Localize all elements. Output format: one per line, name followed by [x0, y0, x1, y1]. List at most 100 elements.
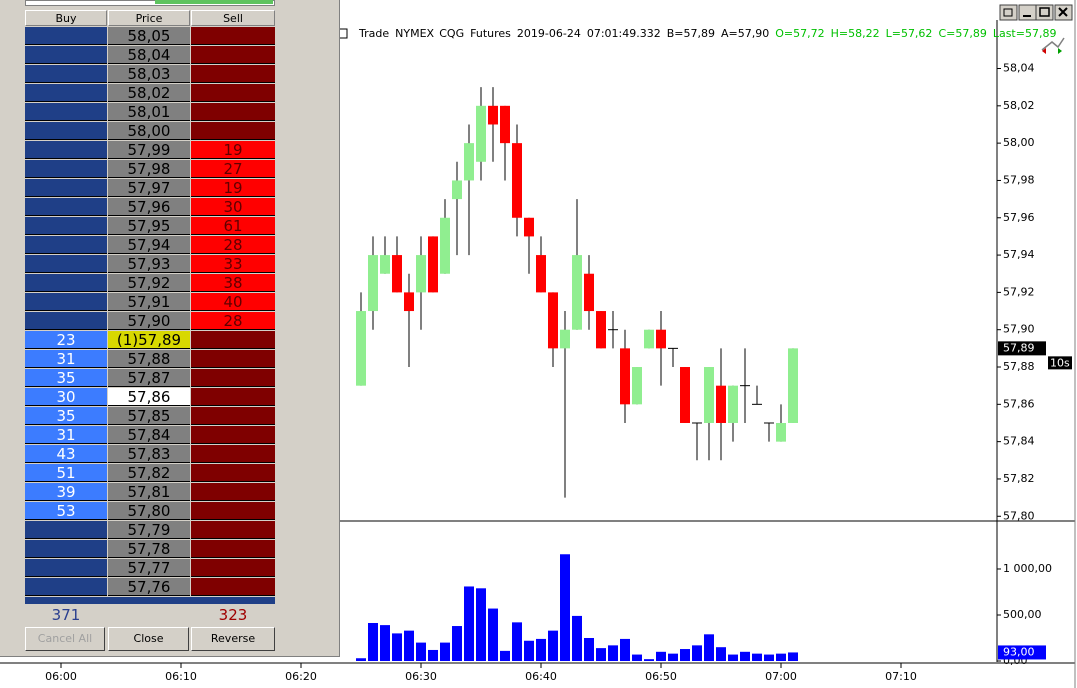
volume-bar [368, 622, 378, 661]
sell-cell[interactable] [191, 407, 275, 425]
sell-cell[interactable] [191, 27, 275, 45]
candle-body [404, 292, 414, 312]
buy-cell[interactable] [25, 27, 107, 45]
volume-bar [740, 651, 750, 661]
buy-cell[interactable] [25, 65, 107, 83]
window-controls [999, 4, 1073, 21]
sell-cell[interactable] [191, 540, 275, 558]
sell-cell[interactable] [191, 65, 275, 83]
column-header: Price [108, 10, 190, 26]
buy-cell[interactable] [25, 103, 107, 121]
sell-cell[interactable] [191, 426, 275, 444]
sell-cell[interactable] [191, 502, 275, 520]
price-cell: 57,80 [108, 502, 190, 520]
action-button[interactable]: Reverse [191, 627, 275, 651]
sell-cell[interactable] [191, 559, 275, 577]
buy-cell[interactable] [25, 198, 107, 216]
sell-cell[interactable] [191, 84, 275, 102]
candle-body [428, 236, 438, 293]
volume-bar [692, 645, 702, 661]
volume-marker-box [998, 645, 1046, 660]
buy-cell[interactable]: 39 [25, 483, 107, 501]
dom-panel: Buy Price Sell 58,05 58,04 58,03 58,02 58,01 58,… [0, 0, 340, 657]
buy-cell[interactable]: 51 [25, 464, 107, 482]
buy-cell[interactable] [25, 578, 107, 596]
price-cell: 57,95 [108, 217, 190, 235]
sell-cell[interactable] [191, 578, 275, 596]
y-tick-label: 58,02 [1003, 99, 1035, 112]
price-cell: 57,91 [108, 293, 190, 311]
buy-cell[interactable]: 43 [25, 445, 107, 463]
sell-cell[interactable]: 19 [191, 179, 275, 197]
buy-cell[interactable] [25, 236, 107, 254]
buy-cell[interactable] [25, 217, 107, 235]
sell-cell[interactable] [191, 350, 275, 368]
sell-cell[interactable] [191, 331, 275, 349]
buy-cell[interactable] [25, 84, 107, 102]
buy-cell[interactable] [25, 540, 107, 558]
last-marker-label: 57,89 [1003, 341, 1035, 354]
buy-cell[interactable]: 53 [25, 502, 107, 520]
action-button[interactable]: Close [108, 627, 189, 651]
volume-bar [560, 554, 570, 661]
sell-cell[interactable]: 33 [191, 255, 275, 273]
buy-cell[interactable]: 30 [25, 388, 107, 406]
candle-body [500, 105, 510, 144]
sell-cell[interactable] [191, 388, 275, 406]
buy-cell[interactable]: 35 [25, 407, 107, 425]
sell-cell[interactable] [191, 103, 275, 121]
sell-cell[interactable] [191, 483, 275, 501]
price-cell: 57,76 [108, 578, 190, 596]
icon-line [1041, 37, 1065, 51]
header-item: Trade [358, 27, 389, 40]
price-cell: 57,92 [108, 274, 190, 292]
volume-bar [620, 638, 630, 661]
sell-cell[interactable]: 27 [191, 160, 275, 178]
sell-cell[interactable]: 38 [191, 274, 275, 292]
sell-cell[interactable] [191, 122, 275, 140]
sell-cell[interactable] [191, 369, 275, 387]
sell-cell[interactable] [191, 445, 275, 463]
x-tick-label: 06:20 [285, 670, 317, 683]
sell-cell[interactable]: 19 [191, 141, 275, 159]
action-button[interactable]: Cancel All [25, 627, 105, 651]
buy-cell[interactable] [25, 122, 107, 140]
buy-cell[interactable] [25, 312, 107, 330]
volume-bar [596, 648, 606, 661]
y-tick-label: 57,92 [1003, 285, 1035, 298]
sell-cell[interactable]: 28 [191, 312, 275, 330]
price-cell: 57,82 [108, 464, 190, 482]
buy-cell[interactable] [25, 46, 107, 64]
sell-cell[interactable]: 61 [191, 217, 275, 235]
candle-body [548, 292, 558, 349]
candle-body [368, 255, 378, 312]
buy-cell[interactable] [25, 179, 107, 197]
header-item: B=57,89 [667, 27, 715, 40]
buy-cell[interactable] [25, 255, 107, 273]
sell-cell[interactable]: 28 [191, 236, 275, 254]
buy-cell[interactable] [25, 521, 107, 539]
y-tick-label: 57,90 [1003, 323, 1035, 336]
buy-cell[interactable]: 23 [25, 331, 107, 349]
sell-cell[interactable] [191, 521, 275, 539]
minimize-button[interactable] [1018, 4, 1037, 21]
restore-button[interactable] [999, 4, 1018, 21]
buy-cell[interactable] [25, 293, 107, 311]
buy-cell[interactable] [25, 141, 107, 159]
candle-body [488, 105, 498, 125]
sell-cell[interactable]: 40 [191, 293, 275, 311]
buy-cell[interactable] [25, 274, 107, 292]
sell-cell[interactable] [191, 464, 275, 482]
sell-cell[interactable]: 30 [191, 198, 275, 216]
buy-cell[interactable] [25, 160, 107, 178]
header-item: H=58,22 [831, 27, 880, 40]
candle-body [380, 255, 390, 274]
header-checkbox[interactable] [338, 28, 348, 39]
buy-cell[interactable] [25, 559, 107, 577]
buy-cell[interactable]: 31 [25, 426, 107, 444]
buy-cell[interactable]: 31 [25, 350, 107, 368]
sell-cell[interactable] [191, 46, 275, 64]
volume-bar [788, 652, 798, 661]
price-cell: 57,94 [108, 236, 190, 254]
buy-cell[interactable]: 35 [25, 369, 107, 387]
